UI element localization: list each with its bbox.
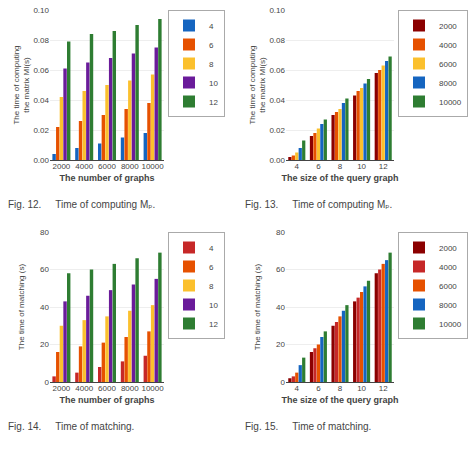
svg-text:4: 4 [209, 244, 214, 253]
svg-text:4: 4 [209, 22, 214, 31]
svg-text:12: 12 [209, 98, 218, 107]
svg-text:4000: 4000 [75, 162, 93, 171]
svg-text:12: 12 [209, 320, 218, 329]
svg-text:4000: 4000 [439, 41, 457, 50]
svg-text:0.00: 0.00 [269, 156, 285, 165]
svg-text:0: 0 [45, 378, 50, 387]
svg-text:4: 4 [295, 384, 300, 393]
svg-text:40: 40 [40, 303, 49, 312]
svg-text:0.04: 0.04 [33, 96, 49, 105]
svg-text:0.00: 0.00 [33, 156, 49, 165]
svg-text:12: 12 [379, 162, 388, 171]
svg-text:8: 8 [338, 162, 343, 171]
svg-text:Fig. 12. Time of computing: Fig. 12. Time of computing Mₚ. [8, 199, 155, 210]
svg-text:6: 6 [316, 162, 321, 171]
svg-text:The size of the query graph: The size of the query graph [281, 395, 398, 405]
svg-text:0.02: 0.02 [269, 126, 285, 135]
svg-text:0.04: 0.04 [269, 96, 285, 105]
svg-text:8: 8 [209, 60, 214, 69]
svg-text:0: 0 [281, 378, 286, 387]
svg-text:0.08: 0.08 [269, 36, 285, 45]
svg-text:40: 40 [276, 303, 285, 312]
svg-text:8000: 8000 [121, 162, 139, 171]
svg-text:2000: 2000 [53, 384, 71, 393]
svg-text:60: 60 [40, 265, 49, 274]
svg-text:The time of matching (s): The time of matching (s) [253, 264, 262, 351]
svg-text:20: 20 [40, 340, 49, 349]
svg-text:4: 4 [295, 162, 300, 171]
svg-text:The time of matching (s): The time of matching (s) [17, 264, 26, 351]
svg-text:60: 60 [276, 265, 285, 274]
svg-text:6000: 6000 [98, 162, 116, 171]
svg-text:6: 6 [209, 263, 214, 272]
svg-text:2000: 2000 [439, 244, 457, 253]
svg-text:8000: 8000 [439, 79, 457, 88]
svg-text:8000: 8000 [439, 301, 457, 310]
svg-text:Fig. 13. Time of computing: Fig. 13. Time of computing Mₚ. [245, 199, 392, 210]
svg-text:8: 8 [209, 282, 214, 291]
svg-text:80: 80 [40, 228, 49, 237]
svg-text:10: 10 [209, 79, 218, 88]
svg-text:10000: 10000 [439, 320, 462, 329]
svg-text:The time of computingthe matri: The time of computingthe matrix MI(s) [248, 45, 267, 124]
svg-text:6000: 6000 [439, 282, 457, 291]
svg-text:0.06: 0.06 [33, 66, 49, 75]
svg-text:0.02: 0.02 [33, 126, 49, 135]
svg-text:10: 10 [357, 384, 366, 393]
svg-text:12: 12 [379, 384, 388, 393]
svg-text:0.06: 0.06 [269, 66, 285, 75]
svg-text:80: 80 [276, 228, 285, 237]
svg-text:4000: 4000 [75, 384, 93, 393]
svg-text:10000: 10000 [439, 98, 462, 107]
svg-text:8: 8 [338, 384, 343, 393]
svg-text:0.10: 0.10 [269, 6, 285, 15]
svg-text:6000: 6000 [98, 384, 116, 393]
svg-text:The size of the query graph: The size of the query graph [281, 173, 398, 183]
svg-text:6: 6 [316, 384, 321, 393]
svg-text:10000: 10000 [141, 162, 164, 171]
svg-text:10: 10 [209, 301, 218, 310]
svg-text:2000: 2000 [53, 162, 71, 171]
svg-text:6: 6 [209, 41, 214, 50]
svg-text:6000: 6000 [439, 60, 457, 69]
svg-text:0.08: 0.08 [33, 36, 49, 45]
svg-text:10000: 10000 [141, 384, 164, 393]
svg-text:4000: 4000 [439, 263, 457, 272]
svg-text:10: 10 [357, 162, 366, 171]
svg-text:The number of graphs: The number of graphs [59, 395, 154, 405]
svg-text:8000: 8000 [121, 384, 139, 393]
svg-text:Fig. 15. Time of matching.: Fig. 15. Time of matching. [245, 421, 371, 432]
svg-text:Fig. 14. Time of matching.: Fig. 14. Time of matching. [8, 421, 134, 432]
svg-text:The number of graphs: The number of graphs [59, 173, 154, 183]
svg-text:20: 20 [276, 340, 285, 349]
svg-text:2000: 2000 [439, 22, 457, 31]
svg-text:The time of computingthe matri: The time of computingthe matrix MI(s) [12, 45, 31, 124]
svg-text:0.10: 0.10 [33, 6, 49, 15]
